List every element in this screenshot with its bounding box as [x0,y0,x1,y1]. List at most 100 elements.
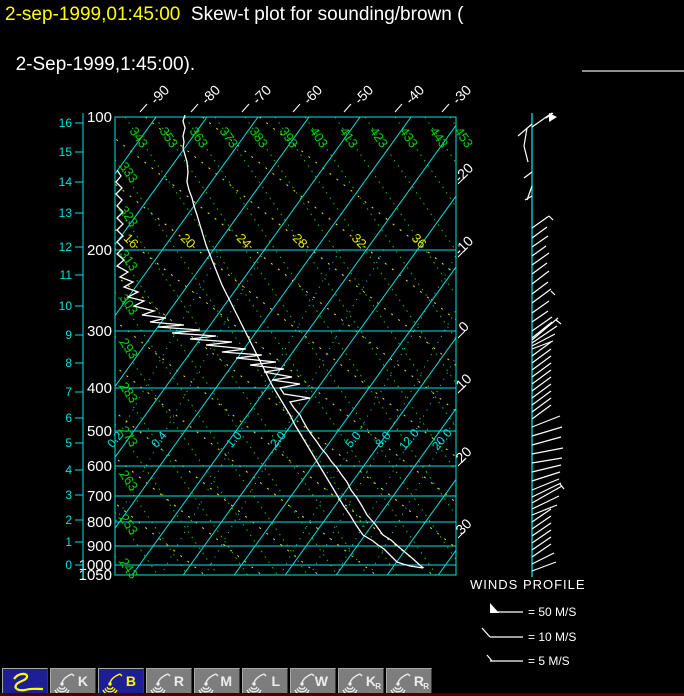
toolbar-button-label: K [365,673,376,689]
height-label: 1 [65,535,72,549]
toolbar-button-l[interactable]: L [242,668,288,694]
svg-text:353: 353 [157,124,182,150]
pressure-label: 200 [87,242,112,259]
height-label: 7 [65,385,72,399]
pressure-label: 800 [87,514,112,531]
legend-label: = 5 M/S [528,654,570,668]
skewt-grid [115,117,456,575]
pressure-label: 1000 [79,557,112,574]
balloon-sonde-icon [342,673,363,694]
height-label: 0 [65,558,72,572]
svg-text:413: 413 [337,124,362,150]
svg-text:-30: -30 [449,82,475,108]
svg-text:32: 32 [349,230,370,251]
balloon-sonde-icon [390,673,411,694]
svg-text:12.0: 12.0 [396,426,422,453]
top-temp-labels: -90 -80 -70 -60 -50 -40 -30 [139,82,475,113]
title-text-line2: 2-Sep-1999,1:45:00). [15,54,196,75]
svg-text:433: 433 [397,124,422,150]
toolbar-button-label: L [271,673,280,689]
svg-text:-10: -10 [451,233,477,259]
pressure-label: 100 [87,109,112,126]
svg-text:-50: -50 [351,82,377,108]
height-label: 14 [59,175,73,189]
wind-flag [549,113,557,122]
toolbar-button-k[interactable]: K [50,668,96,694]
toolbar-button-subscript: R [375,682,381,691]
moist-adiabat-labels: 16 20 24 28 32 36 [121,230,430,251]
toolbar-button-m[interactable]: M [194,668,240,694]
wind-profile [517,112,565,577]
svg-text:16: 16 [121,230,142,251]
toolbar-button-label: M [220,673,232,689]
height-label: 8 [65,356,72,370]
pressure-label: 700 [87,488,112,505]
legend-label: = 10 M/S [528,630,576,644]
pressure-label: 400 [87,380,112,397]
svg-text:-40: -40 [402,82,428,108]
svg-text:393: 393 [277,124,302,150]
pressure-label: 500 [87,423,112,440]
skewt-chart: 1002003004005006007008009001000105016151… [59,82,586,668]
svg-text:8.0: 8.0 [372,428,394,450]
balloon-sonde-icon [198,673,219,694]
svg-text:20.0: 20.0 [429,426,455,453]
toolbar-button-b[interactable]: B [98,668,144,694]
svg-text:24: 24 [234,230,255,251]
height-label: 11 [60,268,73,282]
toolbar-button-label: B [125,673,136,689]
balloon-sonde-icon [54,673,75,694]
svg-text:-60: -60 [300,82,326,108]
balloon-sonde-icon [294,673,315,694]
dewpoint-trace [115,169,424,569]
svg-text:243: 243 [117,555,142,581]
height-label: 4 [65,463,72,477]
svg-text:423: 423 [367,124,392,150]
other-window-edge [582,70,684,72]
pressure-label: 1050 [79,567,112,584]
balloon-sonde-icon [102,673,123,694]
pressure-label: 600 [87,458,112,475]
height-label: 5 [65,436,72,450]
winds-profile-title: WINDS PROFILE [470,577,586,592]
svg-text:-90: -90 [147,82,173,108]
balloon-sonde-icon [246,673,267,694]
svg-text:453: 453 [452,124,477,150]
height-label: 3 [65,488,72,502]
pressure-label: 900 [87,538,112,555]
svg-text:443: 443 [427,124,452,150]
svg-text:323: 323 [117,203,142,229]
svg-text:283: 283 [117,379,142,405]
toolbar-button-skewt[interactable] [2,668,48,694]
height-label: 13 [59,206,73,220]
title-text: Skew-t plot for sounding/brown ( [180,4,464,25]
legend-label: = 50 M/S [528,605,576,619]
toolbar-button-subscript: R [423,682,429,691]
svg-text:2.0: 2.0 [267,428,289,450]
skewt-curve-icon [13,672,44,692]
svg-text:373: 373 [217,124,242,150]
mixing-ratio-labels: 0.2 0.4 1.0 2.0 5.0 8.0 12.0 20.0 [104,426,455,453]
toolbar-button-r[interactable]: R [146,668,192,694]
height-label: 2 [65,513,72,527]
plot-title: 2-sep-1999,01:45:00 Skew-t plot for soun… [5,2,463,77]
svg-text:36: 36 [409,230,430,251]
svg-text:28: 28 [290,230,311,251]
plot-border [114,116,457,576]
svg-text:253: 253 [117,511,142,537]
svg-text:-70: -70 [249,82,275,108]
height-label: 9 [65,328,72,342]
svg-text:293: 293 [117,335,142,361]
window-bottom-edge [0,693,684,696]
svg-text:20: 20 [178,230,199,251]
height-label: 6 [65,411,72,425]
pressure-label: 300 [87,323,112,340]
svg-text:1.0: 1.0 [223,428,245,450]
svg-text:0.4: 0.4 [148,428,170,450]
toolbar-button-w[interactable]: W [290,668,336,694]
